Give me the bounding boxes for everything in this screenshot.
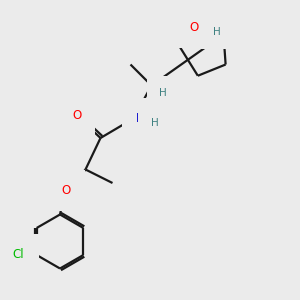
- Text: H: H: [159, 88, 167, 98]
- Text: O: O: [72, 109, 81, 122]
- Text: H: H: [151, 118, 158, 128]
- Text: O: O: [190, 21, 199, 34]
- Text: Cl: Cl: [13, 248, 24, 262]
- Text: N: N: [136, 112, 145, 125]
- Text: H: H: [213, 27, 221, 37]
- Text: O: O: [61, 184, 70, 197]
